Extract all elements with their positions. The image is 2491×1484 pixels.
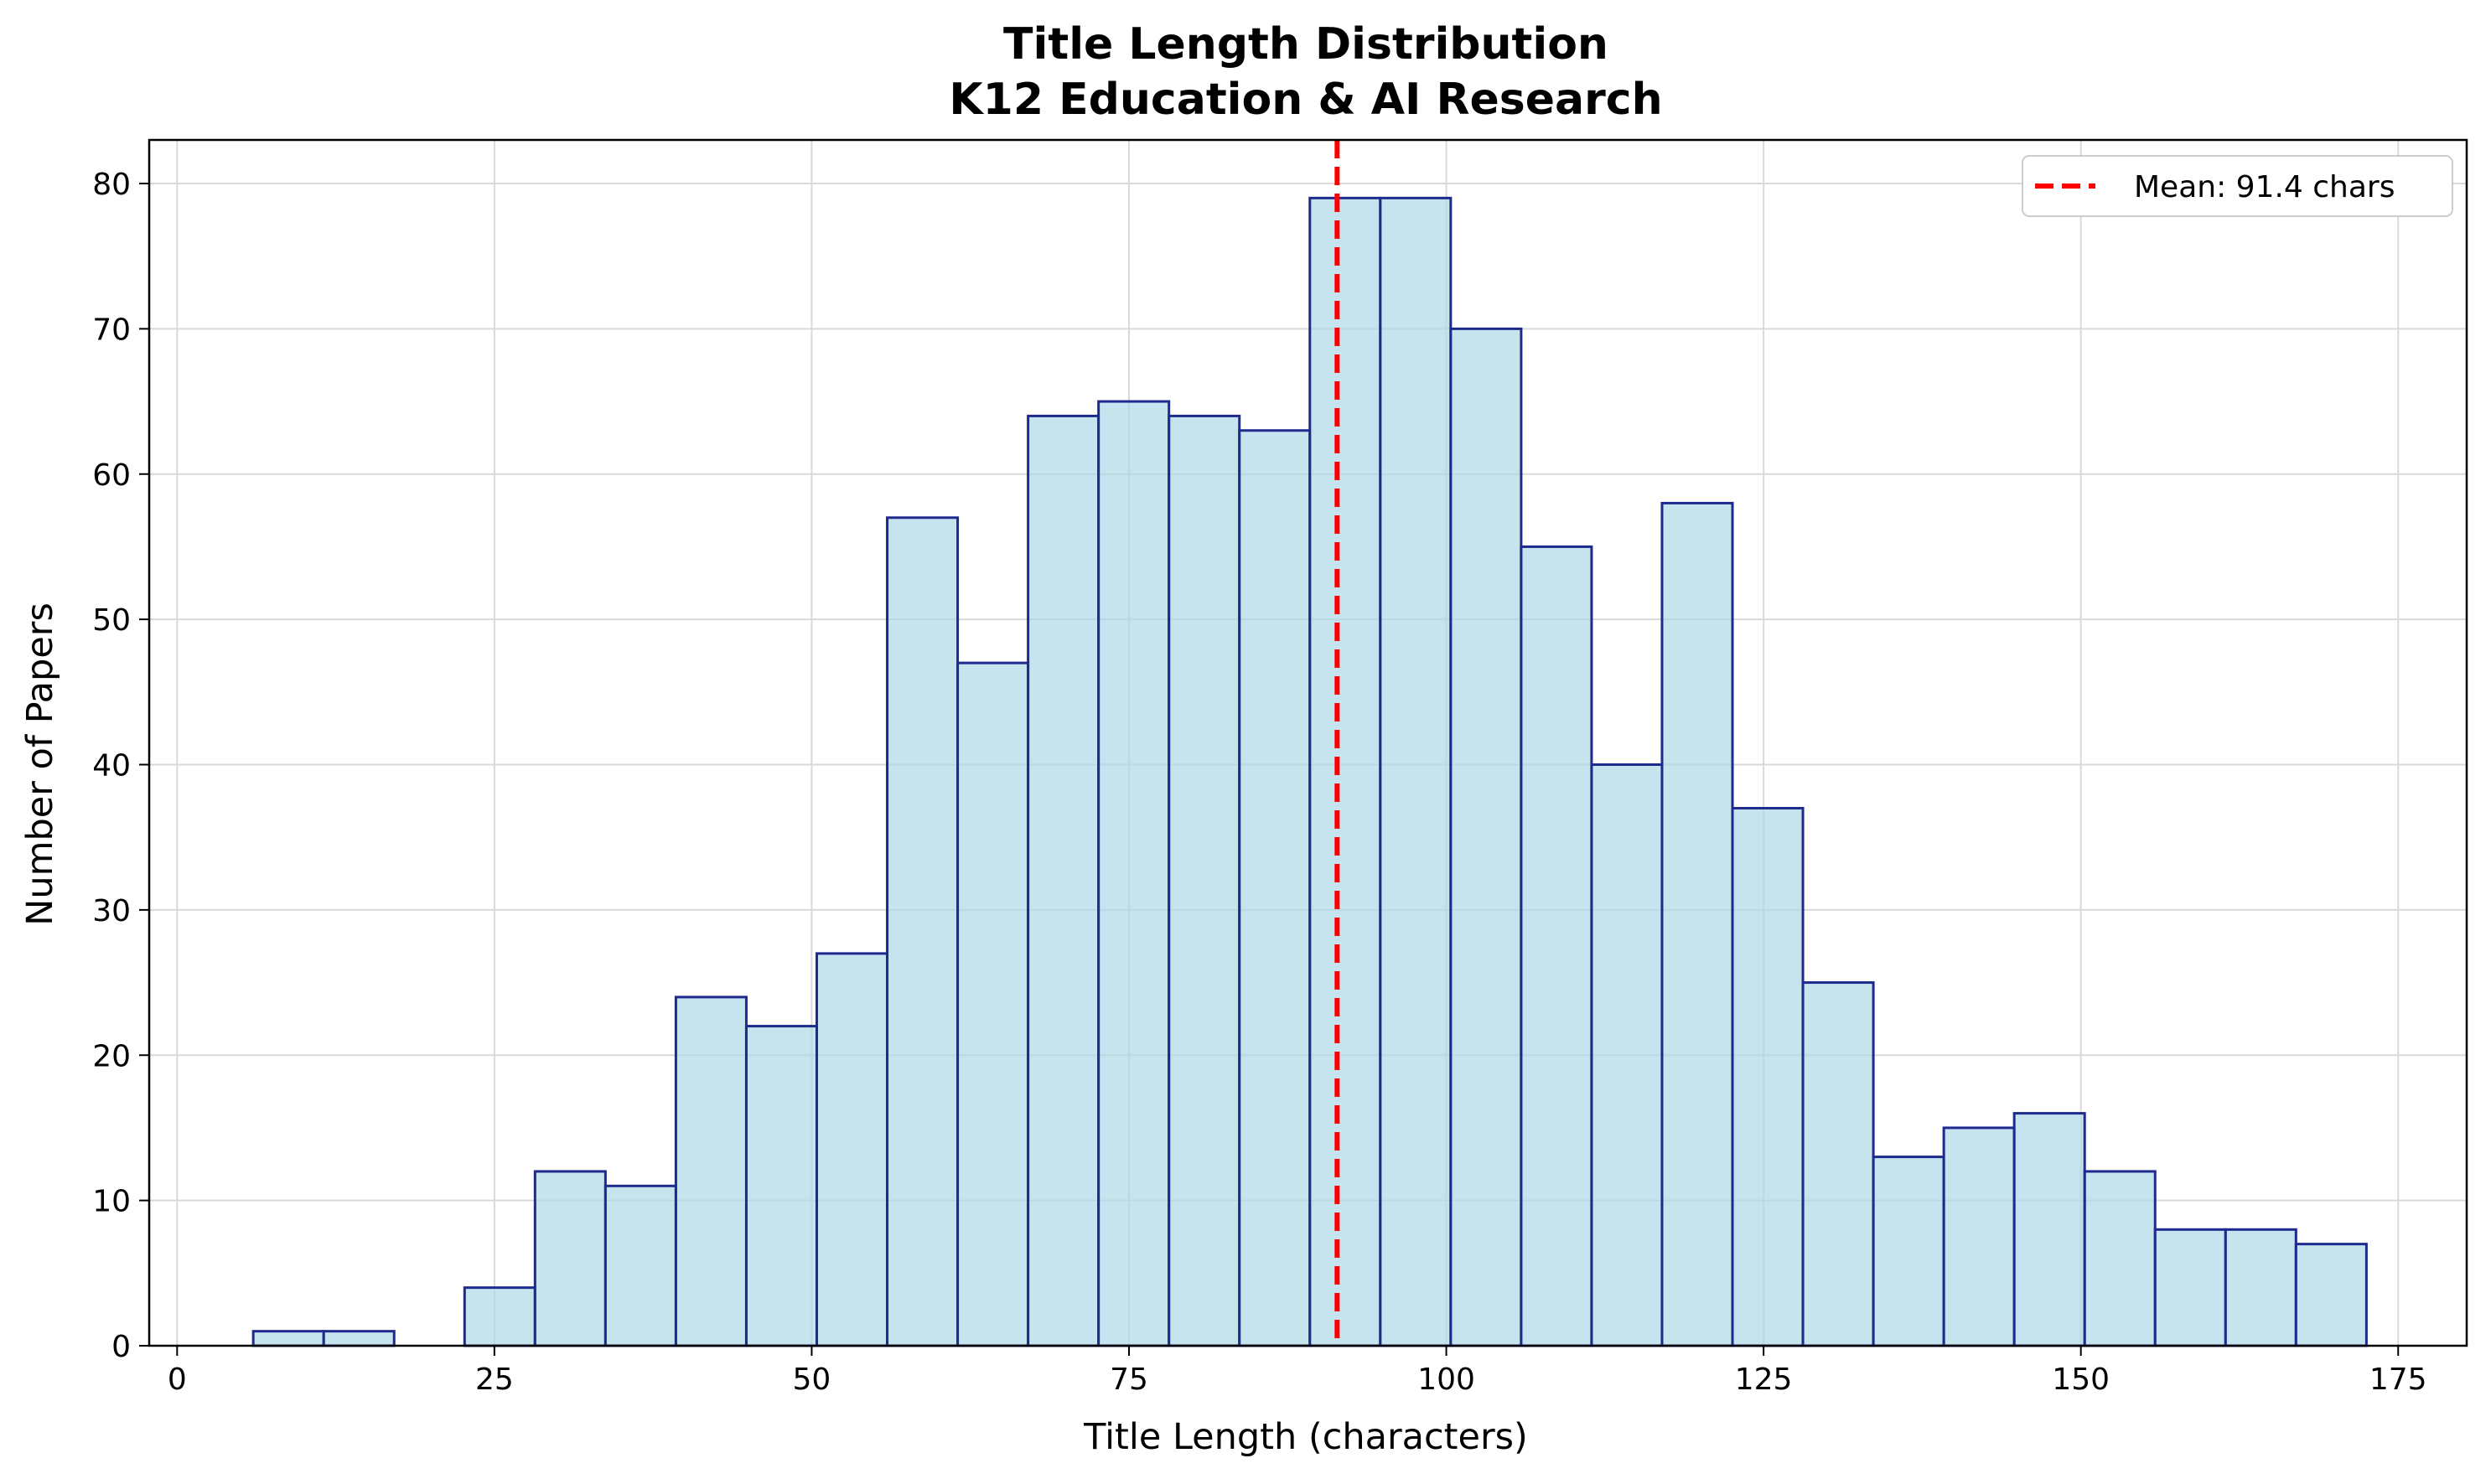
histogram-bar xyxy=(251,1330,325,1347)
y-tick-label: 50 xyxy=(92,603,131,638)
x-axis-ticks: 0 25 50 75 100 125 150 175 xyxy=(168,1346,2427,1397)
x-axis-label: Title Length (characters) xyxy=(1083,1416,1528,1458)
x-tick-label: 75 xyxy=(1110,1362,1148,1397)
plot-frame xyxy=(148,138,2468,1347)
histogram-bar xyxy=(815,952,889,1347)
histogram-bar xyxy=(1449,327,1523,1347)
y-tick-label: 40 xyxy=(92,749,131,783)
histogram-bar xyxy=(886,516,960,1347)
y-tick-label: 10 xyxy=(92,1185,131,1219)
histogram-bar xyxy=(2294,1243,2368,1347)
legend-box xyxy=(2022,155,2453,217)
histogram-bar xyxy=(1942,1126,2016,1347)
x-tick-label: 50 xyxy=(793,1362,831,1397)
histogram-bar xyxy=(1238,429,1312,1347)
x-tick-label: 150 xyxy=(2052,1362,2110,1397)
x-tick-label: 175 xyxy=(2369,1362,2427,1397)
histogram-bar xyxy=(674,995,748,1347)
histogram-bar xyxy=(2153,1228,2227,1347)
histogram-bar xyxy=(603,1184,677,1347)
histogram-bar xyxy=(956,661,1030,1347)
histogram-bar xyxy=(1660,501,1734,1347)
chart-title: Title Length Distribution xyxy=(1003,19,1608,70)
y-tick-label: 60 xyxy=(92,458,131,493)
x-tick-label: 125 xyxy=(1735,1362,1793,1397)
histogram-bar xyxy=(463,1286,536,1347)
histogram-bar xyxy=(2012,1112,2086,1347)
histogram-bar xyxy=(1801,981,1875,1347)
histogram-bar xyxy=(1027,414,1100,1347)
y-tick-label: 80 xyxy=(92,168,131,202)
histogram-bar xyxy=(1590,763,1664,1347)
histogram-bar xyxy=(1168,414,1241,1347)
legend-mean-label: Mean: 91.4 chars xyxy=(2134,170,2395,204)
histogram-bar xyxy=(1872,1156,1945,1347)
x-tick-label: 100 xyxy=(1417,1362,1475,1397)
histogram-bar xyxy=(2224,1228,2297,1347)
histogram-bar xyxy=(533,1170,607,1347)
y-axis-ticks: 0 10 20 30 40 50 60 70 80 xyxy=(92,168,149,1364)
chart-subtitle: K12 Education & AI Research xyxy=(949,75,1662,125)
histogram-bar xyxy=(1731,807,1805,1347)
legend: Mean: 91.4 chars xyxy=(2022,155,2453,217)
y-tick-label: 70 xyxy=(92,313,131,347)
y-tick-label: 20 xyxy=(92,1039,131,1073)
histogram-bar xyxy=(744,1025,818,1347)
y-tick-label: 30 xyxy=(92,894,131,928)
x-tick-label: 25 xyxy=(475,1362,514,1397)
y-axis-label: Number of Papers xyxy=(19,602,61,926)
y-tick-label: 0 xyxy=(111,1330,131,1364)
histogram-bar xyxy=(2083,1170,2157,1347)
histogram-bar xyxy=(1097,400,1171,1347)
histogram-bar xyxy=(1379,196,1453,1347)
histogram-bar xyxy=(322,1330,396,1347)
histogram-bars xyxy=(251,196,2368,1347)
histogram-bar xyxy=(1308,196,1382,1347)
histogram-bar xyxy=(1520,545,1593,1347)
x-tick-label: 0 xyxy=(168,1362,187,1397)
